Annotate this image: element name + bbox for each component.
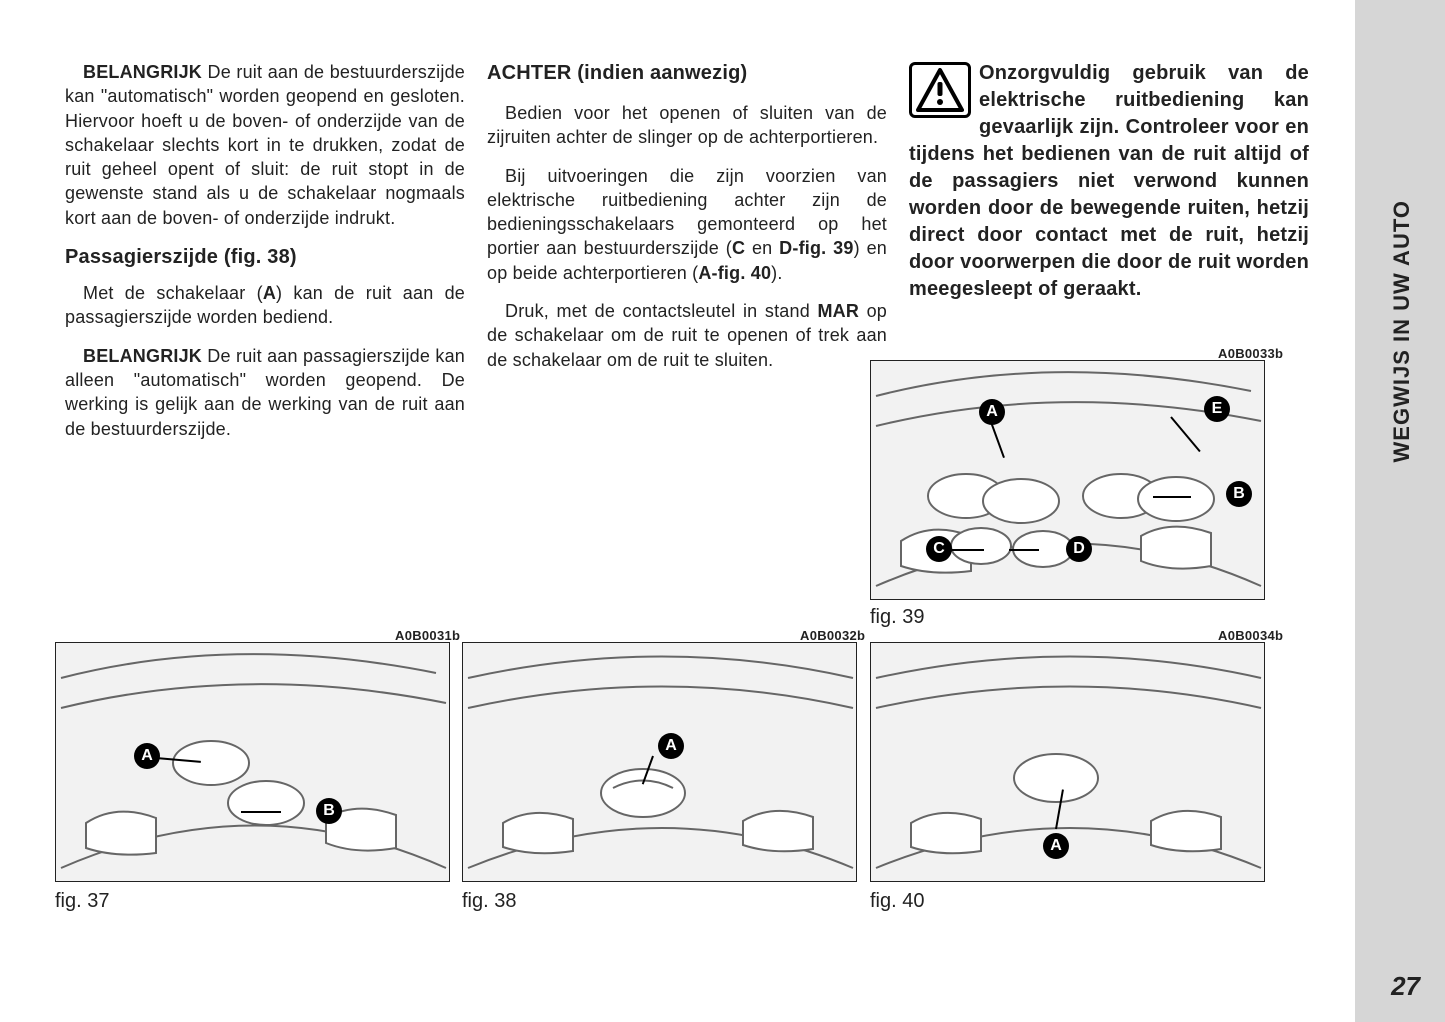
- sidebar: WEGWIJS IN UW AUTO 27: [1355, 0, 1445, 1022]
- text: Met de schakelaar (: [83, 283, 263, 303]
- fig39-badge-d: D: [1066, 536, 1092, 562]
- col1-p1: BELANGRIJK De ruit aan de bestuurderszij…: [65, 60, 465, 230]
- col2-p1: Bedien voor het openen of sluiten van de…: [487, 101, 887, 150]
- bold-label: D-fig. 39: [779, 238, 853, 258]
- text: en: [745, 238, 779, 258]
- side-title: WEGWIJS IN UW AUTO: [1389, 200, 1415, 462]
- bold-label: C: [732, 238, 745, 258]
- fig40-badge-a: A: [1043, 833, 1069, 859]
- fig37-id: A0B0031b: [395, 628, 460, 643]
- fig38-badge-a: A: [658, 733, 684, 759]
- column-2: ACHTER (indien aanwezig) Bedien voor het…: [487, 60, 887, 455]
- fig37-badge-b: B: [316, 798, 342, 824]
- fig37-badge-a: A: [134, 743, 160, 769]
- fig39-caption: fig. 39: [870, 606, 924, 629]
- bold-label: A: [263, 283, 276, 303]
- fig39-badge-e: E: [1204, 396, 1230, 422]
- fig40-image: A: [870, 642, 1265, 882]
- fig37-image: A B: [55, 642, 450, 882]
- fig38-caption: fig. 38: [462, 890, 516, 913]
- col2-p3: Druk, met de contactsleutel in stand MAR…: [487, 299, 887, 372]
- fig38-image: A: [462, 642, 857, 882]
- fig39-image: A E B C D: [870, 360, 1265, 600]
- warning-box: Onzorgvuldig gebruik van de elektrische …: [909, 60, 1309, 303]
- fig39-badge-b: B: [1226, 481, 1252, 507]
- col1-heading: Passagierszijde (fig. 38): [65, 244, 465, 271]
- column-1: BELANGRIJK De ruit aan de bestuurderszij…: [65, 60, 465, 455]
- col2-p2: Bij uitvoeringen die zijn voorzien van e…: [487, 164, 887, 285]
- fig39-id: A0B0033b: [1218, 346, 1283, 361]
- warning-icon: [909, 62, 971, 118]
- page-number: 27: [1391, 971, 1420, 1002]
- fig40-id: A0B0034b: [1218, 628, 1283, 643]
- text: ).: [771, 263, 782, 283]
- bold-label: MAR: [817, 301, 859, 321]
- col1-p2: Met de schakelaar (A) kan de ruit aan de…: [65, 281, 465, 330]
- fig40-caption: fig. 40: [870, 890, 924, 913]
- bold-label: BELANGRIJK: [83, 346, 202, 366]
- col1-p3: BELANGRIJK De ruit aan passagierszijde k…: [65, 344, 465, 441]
- col2-heading: ACHTER (indien aanwezig): [487, 60, 887, 87]
- text: Druk, met de contactsleutel in stand: [505, 301, 817, 321]
- text: De ruit aan de bestuurderszijde kan "aut…: [65, 62, 465, 228]
- fig38-id: A0B0032b: [800, 628, 865, 643]
- bold-label: BELANGRIJK: [83, 62, 202, 82]
- fig37-caption: fig. 37: [55, 890, 109, 913]
- bold-label: A-fig. 40: [698, 263, 771, 283]
